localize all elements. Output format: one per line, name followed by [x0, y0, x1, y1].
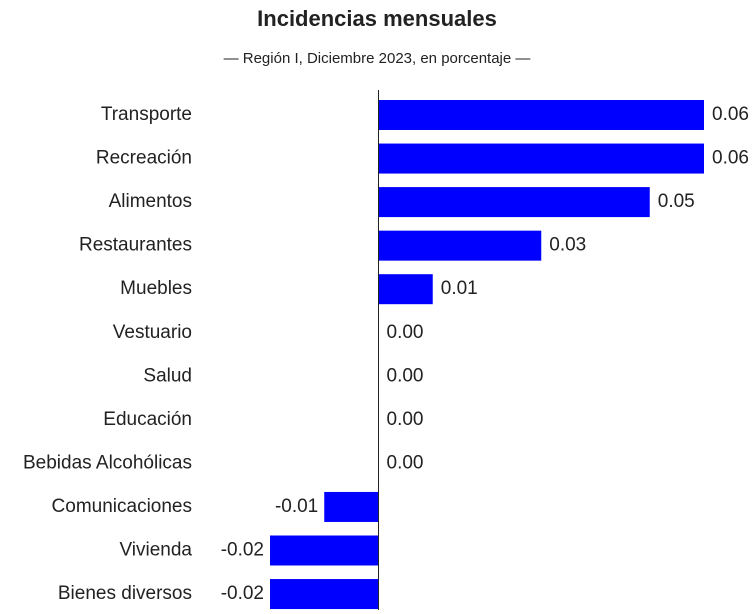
value-label: 0.06 — [712, 148, 749, 169]
value-label: 0.00 — [387, 409, 424, 430]
category-label: Recreación — [96, 148, 192, 169]
bar — [378, 187, 650, 218]
value-label: 0.03 — [549, 235, 586, 256]
value-label: 0.00 — [387, 452, 424, 473]
bar — [270, 535, 379, 566]
category-label: Vestuario — [113, 322, 192, 343]
value-label: 0.05 — [658, 191, 695, 212]
value-label: -0.01 — [275, 496, 318, 517]
category-label: Bebidas Alcohólicas — [23, 452, 192, 473]
chart-subtitle: — Región I, Diciembre 2023, en porcentaj… — [224, 50, 531, 67]
category-label: Muebles — [120, 278, 192, 299]
category-label: Restaurantes — [79, 235, 192, 256]
category-label: Alimentos — [109, 191, 192, 212]
bar — [378, 274, 433, 305]
category-label: Vivienda — [119, 540, 192, 561]
category-label: Comunicaciones — [52, 496, 192, 517]
value-label: -0.02 — [221, 540, 264, 561]
value-label: 0.00 — [387, 322, 424, 343]
value-label: -0.02 — [221, 583, 264, 604]
bar — [378, 143, 704, 174]
bar — [270, 579, 379, 610]
category-label: Transporte — [101, 104, 192, 125]
bar — [324, 491, 379, 522]
chart-title: Incidencias mensuales — [257, 6, 497, 31]
category-label: Salud — [143, 365, 192, 386]
bar — [378, 100, 704, 130]
category-label: Bienes diversos — [58, 583, 192, 604]
value-label: 0.01 — [441, 278, 478, 299]
value-label: 0.06 — [712, 104, 749, 125]
value-label: 0.00 — [387, 365, 424, 386]
bar — [378, 230, 542, 261]
category-label: Educación — [103, 409, 192, 430]
